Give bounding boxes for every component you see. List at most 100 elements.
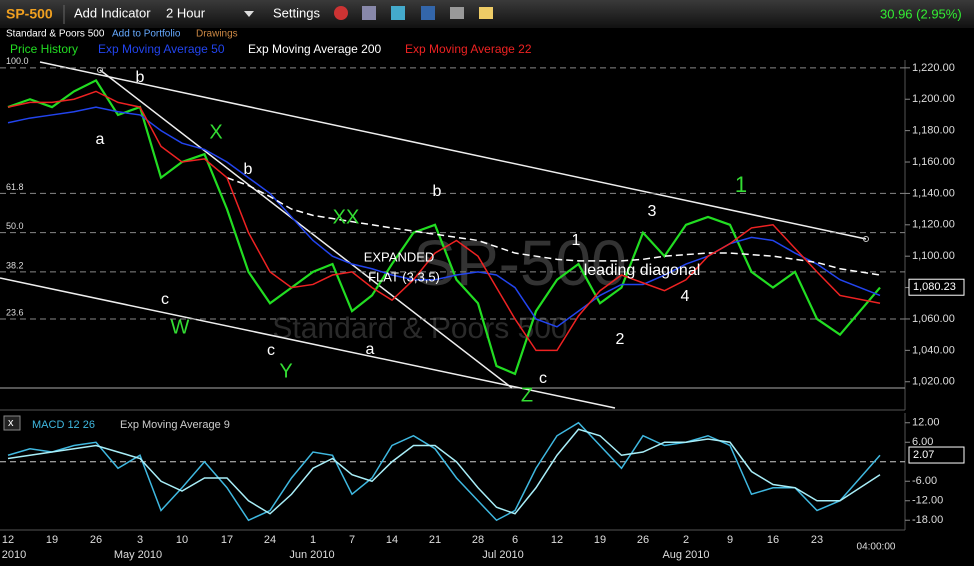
annotation: 2 — [616, 331, 625, 348]
legend-entry: Exp Moving Average 9 — [120, 419, 230, 431]
series-line — [7, 421, 881, 522]
annotation: EXPANDED — [364, 249, 435, 264]
fib-label: 61.8 — [6, 182, 24, 192]
fib-label: 38.2 — [6, 260, 24, 270]
x-tick-label: 12 — [2, 534, 14, 546]
annotation: c — [267, 342, 275, 359]
annotation: X — [209, 121, 222, 143]
y-tick-label: 1,100.00 — [912, 250, 955, 262]
y2-tick-label: 12.00 — [912, 417, 940, 429]
x-tick-label: 24 — [264, 534, 276, 546]
y-tick-label: 1,040.00 — [912, 344, 955, 356]
y2-tick-label: 6.00 — [912, 436, 933, 448]
x-period-label: 2010 — [2, 549, 26, 561]
series-line — [7, 428, 881, 515]
annotation: a — [96, 131, 105, 148]
annotation: a — [366, 341, 375, 358]
annotation: c — [539, 370, 547, 387]
icon[interactable] — [450, 7, 464, 19]
annotation: FLAT (3,3,5) — [368, 269, 440, 284]
x-period-label: Jul 2010 — [482, 549, 524, 561]
x-tick-label: 12 — [551, 534, 563, 546]
drawings[interactable]: Drawings — [196, 29, 238, 40]
x-tick-label: 14 — [386, 534, 398, 546]
icon[interactable] — [421, 6, 435, 20]
legend-entry: MACD 12 26 — [32, 419, 95, 431]
icon[interactable] — [479, 7, 493, 19]
x-tick-label: 7 — [349, 534, 355, 546]
settings[interactable]: Settings — [273, 5, 320, 20]
change: 30.96 (2.95%) — [880, 6, 962, 21]
x-tick-label: 26 — [90, 534, 102, 546]
close-panel[interactable] — [3, 415, 21, 431]
interval[interactable]: 2 Hour — [166, 5, 206, 20]
add-indicator[interactable]: Add Indicator — [74, 5, 151, 20]
annotation: 1 — [572, 232, 581, 249]
annotation: b — [433, 183, 442, 200]
fib-label: 100.0 — [6, 56, 29, 66]
last-value-box — [908, 278, 965, 296]
y2-tick-label: -12.00 — [912, 495, 943, 507]
y-tick-label: 1,220.00 — [912, 62, 955, 74]
legend-entry: Price History — [10, 42, 78, 56]
x-period-label: Jun 2010 — [289, 549, 334, 561]
icon[interactable] — [391, 6, 405, 20]
x-tick-label: 16 — [767, 534, 779, 546]
x-tick-label: 10 — [176, 534, 188, 546]
annotation: b — [244, 161, 253, 178]
annotation: 4 — [681, 288, 690, 305]
name: Standard & Poors 500 — [6, 29, 105, 40]
y-tick-label: 1,200.00 — [912, 93, 955, 105]
annotation: leading diagonal — [584, 262, 701, 279]
symbol[interactable]: SP-500 — [6, 6, 53, 22]
annotation: XX — [333, 206, 360, 228]
legend-entry: Exp Moving Average 50 — [98, 42, 225, 56]
x-tick-label: 1 — [310, 534, 316, 546]
annotation: 1 — [735, 172, 747, 197]
x-tick-label: 23 — [811, 534, 823, 546]
x-period-label: Aug 2010 — [662, 549, 709, 561]
x-tick-label: 3 — [137, 534, 143, 546]
x-period-label: May 2010 — [114, 549, 162, 561]
annotation: Z — [521, 384, 533, 406]
y-tick-label: 1,180.00 — [912, 125, 955, 137]
fib-label: 23.6 — [6, 307, 24, 317]
series-line — [7, 90, 881, 352]
icon[interactable] — [334, 6, 348, 20]
legend-entry: Exp Moving Average 22 — [405, 42, 532, 56]
annotation: W — [171, 316, 190, 338]
annotation: Y — [279, 360, 292, 382]
annotation: b — [136, 69, 145, 86]
add-portfolio[interactable]: Add to Portfolio — [112, 29, 181, 40]
x-tick-label: 9 — [727, 534, 733, 546]
x-tick-label: 17 — [221, 534, 233, 546]
y-tick-label: 1,020.00 — [912, 376, 955, 388]
y2-tick-label: -18.00 — [912, 514, 943, 526]
y2-tick-label: -6.00 — [912, 475, 937, 487]
last-value-box — [908, 446, 965, 464]
annotation: 3 — [648, 203, 657, 220]
close-icon[interactable]: x — [8, 417, 14, 429]
x-tick-label: 21 — [429, 534, 441, 546]
fib-label: 50.0 — [6, 221, 24, 231]
dropdown[interactable] — [244, 11, 254, 17]
y-tick-label: 1,160.00 — [912, 156, 955, 168]
last-value: 1,080.23 — [913, 281, 956, 293]
y-tick-label: 1,120.00 — [912, 219, 955, 231]
annotation: c — [161, 291, 169, 308]
icon[interactable] — [362, 6, 376, 20]
series-line — [226, 177, 881, 276]
x-tick-label: 19 — [46, 534, 58, 546]
time-label: 04:00:00 — [857, 542, 896, 553]
trendline-handle[interactable] — [863, 236, 869, 242]
trendline — [0, 277, 616, 409]
y-tick-label: 1,060.00 — [912, 313, 955, 325]
x-tick-label: 28 — [472, 534, 484, 546]
last-value: 2.07 — [913, 449, 934, 461]
x-tick-label: 2 — [683, 534, 689, 546]
x-tick-label: 26 — [637, 534, 649, 546]
series-line — [7, 78, 881, 376]
x-tick-label: 6 — [512, 534, 518, 546]
